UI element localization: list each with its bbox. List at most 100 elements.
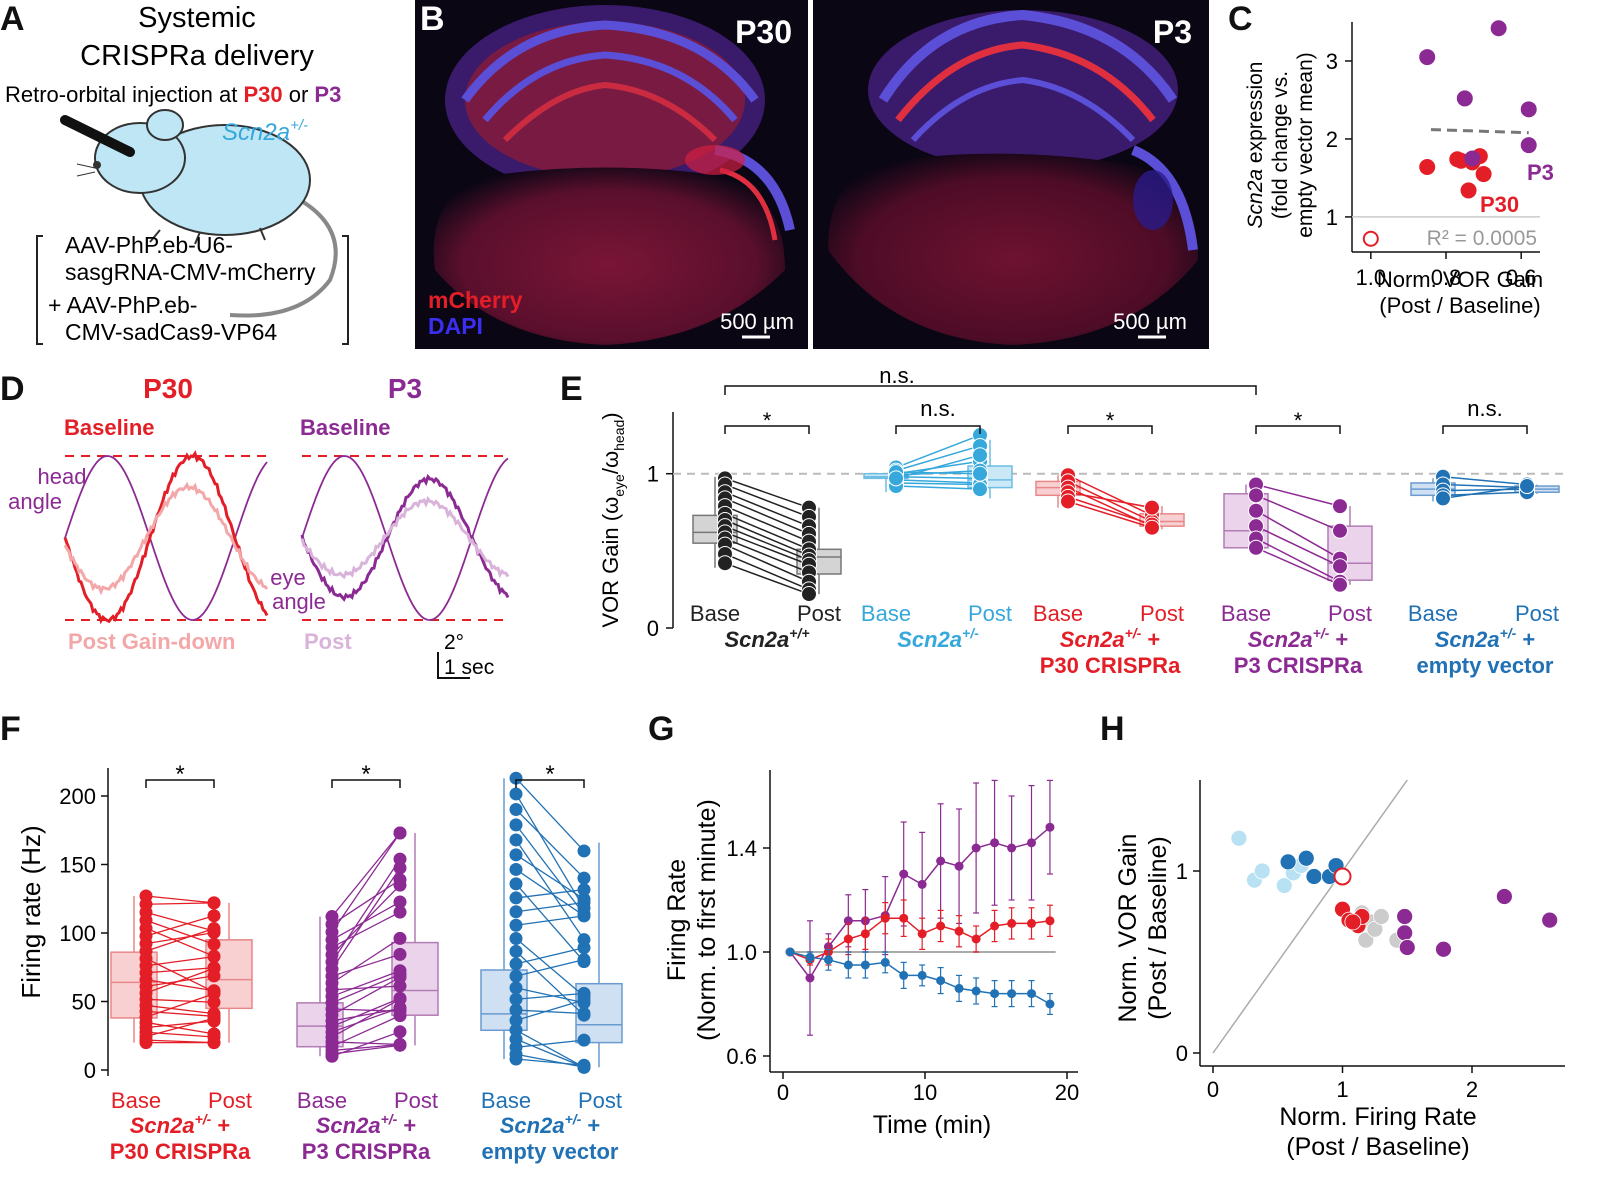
f-group-name: Scn2a+/- + [500, 1111, 601, 1138]
e-post-label: Post [1328, 601, 1372, 626]
e-y-label-c: ) [598, 412, 623, 419]
e-point-base [717, 555, 733, 572]
e-pair-line [895, 479, 981, 484]
h-point-wt [1357, 931, 1375, 949]
e-point-post [1144, 519, 1160, 536]
panel-label-e: E [560, 370, 583, 408]
f-sig-bracket [515, 779, 585, 788]
f-point-post [577, 989, 591, 1003]
f-pair-line [145, 1039, 215, 1044]
g-y-tick-label: 1.4 [726, 836, 757, 861]
e-group-gene: Scn2a [724, 627, 789, 652]
e-point-post [972, 481, 988, 498]
eye-angle-label-1: eye [270, 565, 305, 590]
post-label-p3: Post [304, 629, 352, 654]
f-group-gene: Scn2a [500, 1113, 565, 1138]
c-point-p3 [1520, 101, 1537, 118]
e-pair-line [724, 553, 810, 591]
h-x-tick-label: 2 [1466, 1077, 1478, 1102]
e-sig-bracket [724, 425, 810, 434]
f-pair-line [145, 919, 215, 945]
f-pair-line [145, 1020, 215, 1029]
f-point-post [577, 955, 591, 969]
c-point-p3 [1464, 150, 1481, 167]
f-y-label: Firing rate (Hz) [16, 825, 46, 998]
f-pair-line [515, 839, 585, 941]
eye-angle-label-2: angle [272, 589, 326, 614]
g-point [785, 947, 795, 957]
f-pair-line [145, 1017, 215, 1038]
e-point-base [1248, 539, 1264, 556]
g-point [1045, 916, 1055, 926]
panel-label-h: H [1100, 710, 1125, 748]
c-y-label-italic: Scn2a [1244, 169, 1267, 229]
e-pair-line [1067, 474, 1153, 517]
f-y-tick-label: 0 [84, 1058, 96, 1083]
g-y-label: Firing Rate (Norm. to first minute) [663, 799, 721, 1041]
g-point [971, 986, 981, 996]
panel-c-chart: 1.0 0.8 0.6 1 2 3 P3 P30 R² = 0.0005 Norm. VOR Ga… [1244, 20, 1554, 318]
h-point-p3 [1495, 888, 1513, 905]
head-angle-label-2: angle [8, 489, 62, 514]
f-y-label-text: Firing rate (Hz) [16, 825, 46, 998]
e-pair-line [724, 477, 810, 509]
e-y-label-sub2: head [611, 420, 627, 451]
f-point-post [393, 979, 407, 993]
h-point-empty-vector [1279, 853, 1297, 871]
e-pair-line [1442, 488, 1528, 492]
e-post-label: Post [1140, 601, 1184, 626]
f-pair-line [515, 824, 585, 915]
c-x-label-2: (Post / Baseline) [1379, 293, 1540, 318]
scale-bar-label-left: 500 µm [720, 309, 794, 334]
c-x-tick-label: 1.0 [1356, 265, 1387, 290]
f-pair-line [145, 927, 215, 952]
e-pair-line [724, 531, 810, 566]
g-point [1007, 843, 1017, 853]
trace-scale-bar [437, 652, 470, 679]
e-pair-line [1442, 483, 1528, 489]
f-point-post [207, 909, 221, 923]
e-pair-line [1067, 480, 1153, 523]
e-y-label: VOR Gain (ωeye/ωhead) [598, 412, 627, 627]
f-pair-line [331, 985, 401, 991]
d-eye-post-p3 [300, 495, 510, 580]
f-group-name-2: empty vector [482, 1139, 619, 1164]
e-base-label: Base [1221, 601, 1271, 626]
f-point-base [509, 891, 523, 905]
g-point [1027, 989, 1036, 999]
c-point-p30-outlier [1362, 230, 1379, 247]
panel-a-title-2: CRISPRa delivery [80, 40, 314, 72]
e-group-name: Scn2a+/- + [1248, 625, 1349, 652]
legend-mcherry: mCherry [428, 287, 523, 313]
e-y-label-b: /ω [598, 451, 623, 474]
f-y-tick-label: 50 [72, 990, 96, 1015]
f-pair-line [145, 998, 215, 1003]
panel-label-b: B [420, 0, 445, 38]
c-point-p3 [1456, 90, 1473, 107]
scale-bar-label-right: 500 µm [1113, 309, 1187, 334]
h-x-label-1: Norm. Firing Rate [1279, 1103, 1476, 1131]
f-point-post [577, 883, 591, 897]
h-point-scn2a-light [1253, 862, 1271, 880]
c-point-p30 [1419, 159, 1436, 176]
e-pair-line [1442, 476, 1528, 486]
f-pair-line [515, 868, 585, 917]
e-sig-bracket [1067, 425, 1153, 434]
f-point-base [509, 877, 523, 891]
h-point-p3 [1541, 911, 1559, 929]
e-point-base [1248, 487, 1264, 504]
f-sig-label: * [175, 761, 184, 788]
g-point [971, 934, 981, 944]
f-pair-line [331, 997, 401, 1028]
panel-a-title-1: Systemic [138, 2, 256, 34]
e-post-label: Post [968, 601, 1012, 626]
g-x-tick-label: 20 [1055, 1080, 1079, 1105]
f-pair-line [331, 1008, 401, 1012]
f-pair-line [515, 1038, 585, 1068]
c-label-p3: P3 [1527, 160, 1554, 185]
f-group-name-2: P3 CRISPRa [302, 1139, 431, 1164]
f-pair-line [331, 1007, 401, 1033]
f-point-base [509, 944, 523, 958]
